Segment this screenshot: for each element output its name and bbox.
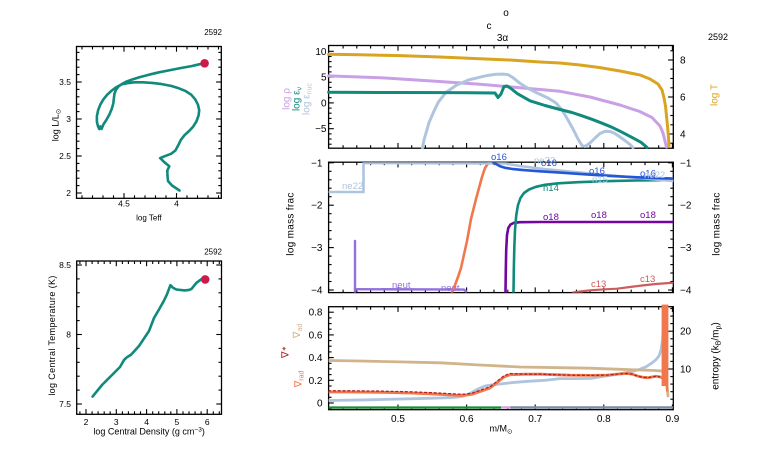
svg-text:7.5: 7.5 <box>59 399 71 409</box>
svg-text:c13: c13 <box>640 274 655 285</box>
svg-text:ne22: ne22 <box>342 181 363 192</box>
svg-text:4: 4 <box>174 199 179 209</box>
svg-text:2592: 2592 <box>708 32 728 42</box>
svg-text:o16: o16 <box>589 166 605 177</box>
svg-text:log mass frac: log mass frac <box>286 192 297 255</box>
svg-text:o16: o16 <box>541 158 557 169</box>
svg-text:neut: neut <box>392 280 411 291</box>
svg-text:0.7: 0.7 <box>528 414 542 425</box>
svg-text:3: 3 <box>66 114 71 124</box>
svg-text:4: 4 <box>144 417 149 427</box>
svg-text:−3: −3 <box>311 243 323 254</box>
svg-text:8: 8 <box>680 56 686 67</box>
svg-text:o16: o16 <box>640 169 656 180</box>
svg-text:8: 8 <box>66 330 71 340</box>
svg-text:10: 10 <box>315 47 327 58</box>
svg-text:10: 10 <box>680 365 692 376</box>
svg-text:6: 6 <box>680 93 686 104</box>
svg-text:0.6: 0.6 <box>309 330 323 341</box>
svg-text:log Central Density (g cm−3): log Central Density (g cm−3) <box>93 427 204 437</box>
svg-text:4.5: 4.5 <box>118 199 130 209</box>
svg-text:2592: 2592 <box>204 248 222 257</box>
svg-text:n15: n15 <box>592 175 608 186</box>
svg-text:5: 5 <box>321 73 327 84</box>
svg-text:2592: 2592 <box>204 28 222 37</box>
svg-text:ne22: ne22 <box>644 170 665 181</box>
svg-text:3.5: 3.5 <box>59 77 71 87</box>
svg-text:4: 4 <box>680 130 686 141</box>
svg-text:entropy (kB/mp): entropy (kB/mp) <box>711 322 723 390</box>
svg-text:log εν: log εν <box>292 86 304 111</box>
svg-text:2: 2 <box>84 417 89 427</box>
svg-text:2: 2 <box>66 188 71 198</box>
svg-text:log mass frac: log mass frac <box>712 192 723 255</box>
svg-text:−4: −4 <box>680 286 692 297</box>
svg-text:log T: log T <box>710 84 721 106</box>
svg-text:2.5: 2.5 <box>59 151 71 161</box>
svg-text:−2: −2 <box>680 201 692 212</box>
svg-text:0.2: 0.2 <box>309 376 323 387</box>
svg-text:o16: o16 <box>491 152 507 163</box>
svg-text:−1: −1 <box>311 158 323 169</box>
svg-text:8.5: 8.5 <box>59 260 71 270</box>
svg-text:log ρ: log ρ <box>282 88 293 110</box>
svg-text:0: 0 <box>321 98 327 109</box>
svg-text:log Central Temperature (K): log Central Temperature (K) <box>47 275 57 395</box>
svg-text:−1: −1 <box>680 158 692 169</box>
svg-text:3: 3 <box>114 417 119 427</box>
svg-text:6: 6 <box>205 417 210 427</box>
svg-text:∇∗: ∇∗ <box>281 346 292 359</box>
svg-text:o18: o18 <box>640 210 656 221</box>
svg-text:c13: c13 <box>591 279 606 290</box>
svg-text:−4: −4 <box>311 286 323 297</box>
svg-text:0.6: 0.6 <box>460 414 474 425</box>
svg-text:log L/L⊙: log L/L⊙ <box>51 108 63 141</box>
svg-text:3α: 3α <box>497 33 509 44</box>
svg-text:neut: neut <box>441 283 460 294</box>
svg-text:o: o <box>503 8 509 19</box>
svg-text:0.8: 0.8 <box>597 414 611 425</box>
svg-text:0: 0 <box>317 399 323 410</box>
svg-text:c: c <box>487 21 492 32</box>
svg-text:0.8: 0.8 <box>309 308 323 319</box>
svg-text:−5: −5 <box>315 124 327 135</box>
svg-text:0.4: 0.4 <box>309 353 323 364</box>
svg-text:−2: −2 <box>311 201 323 212</box>
svg-text:n14: n14 <box>543 183 559 194</box>
svg-text:20: 20 <box>680 327 692 338</box>
svg-text:0.9: 0.9 <box>665 414 679 425</box>
svg-text:o18: o18 <box>591 210 607 221</box>
svg-text:ne22: ne22 <box>534 156 555 167</box>
svg-text:0.5: 0.5 <box>391 414 405 425</box>
svg-text:5: 5 <box>175 417 180 427</box>
svg-text:log Teff: log Teff <box>136 214 162 223</box>
svg-text:−3: −3 <box>680 243 692 254</box>
svg-text:o18: o18 <box>543 212 559 223</box>
